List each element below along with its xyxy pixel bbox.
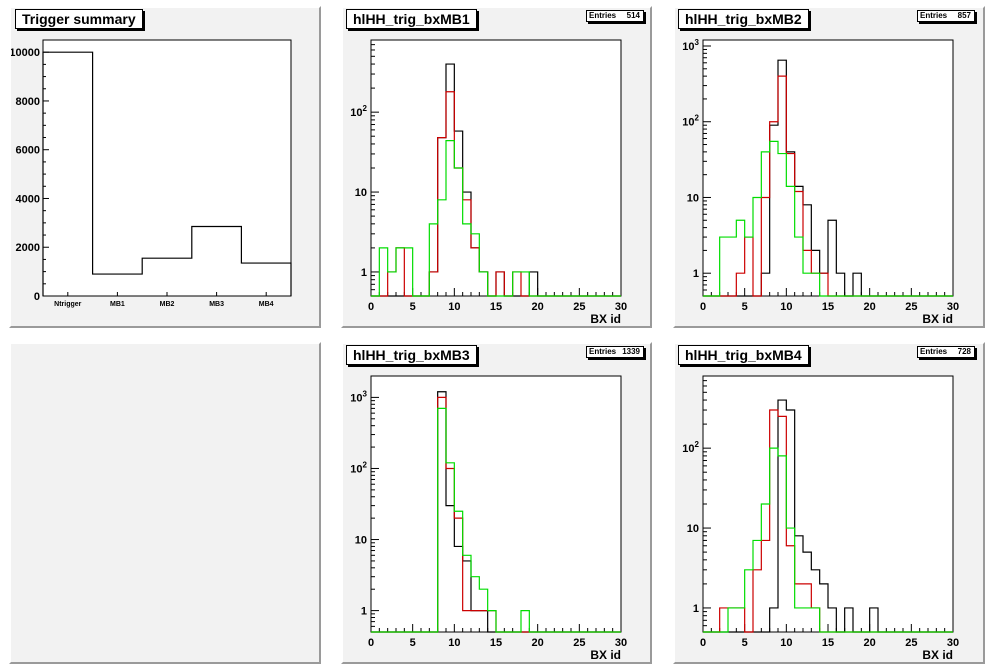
bar-outline (42, 51, 292, 296)
plot-frame (370, 39, 622, 297)
pad-bx-mb3: 1 10 102 103 0 5 10 15 20 25 30 BX id hlHH_trig_bxM… (341, 342, 652, 664)
y-tick-label: 8000 (16, 96, 40, 108)
x-category-label: MB1 (110, 301, 125, 308)
x-tick-label: 0 (700, 637, 706, 649)
chart-title: hlHH_trig_bxMB3 (346, 345, 477, 365)
chart-title: hlHH_trig_bxMB2 (678, 9, 809, 29)
x-tick-label: 25 (905, 637, 917, 649)
x-axis-label: BX id (590, 648, 621, 662)
x-category-label: MB2 (160, 301, 175, 308)
chart-title: hlHH_trig_bxMB4 (678, 345, 809, 365)
y-tick-label: 102 (350, 460, 367, 475)
stats-box: Entries 514 (586, 10, 644, 22)
x-tick-label: 30 (615, 301, 627, 313)
x-tick-label: 15 (490, 301, 502, 313)
x-tick-label: 10 (448, 301, 460, 313)
x-tick-label: 5 (410, 637, 416, 649)
stats-box: Entries 1339 (586, 346, 644, 358)
y-tick-label: 6000 (16, 145, 40, 157)
pad-empty (9, 342, 321, 664)
histogram-series-2 (371, 407, 621, 633)
x-tick-label: 10 (448, 637, 460, 649)
pad-bx-mb4: 1 10 102 0 5 10 15 20 25 30 BX id hlHH_trig_bxMB4 … (673, 342, 985, 664)
stats-label: Entries (589, 347, 617, 356)
x-tick-label: 5 (410, 301, 416, 313)
stats-value: 1339 (622, 347, 640, 356)
x-tick-label: 0 (368, 637, 374, 649)
x-axis-label: BX id (922, 312, 953, 326)
histogram-series-2 (703, 447, 953, 633)
y-tick-label: 10 (687, 192, 699, 204)
chart-title: Trigger summary (15, 9, 143, 29)
x-tick-label: 20 (532, 637, 544, 649)
pad-bx-mb2: 1 10 102 103 0 5 10 15 20 25 30 BX id hlHH_trig_bxM… (673, 6, 985, 328)
stats-value: 728 (957, 347, 971, 356)
y-tick-label: 1 (361, 606, 367, 618)
y-tick-label: 1 (693, 603, 699, 615)
stats-label: Entries (589, 11, 617, 20)
x-category-label: Ntrigger (54, 301, 82, 308)
stats-box: Entries 857 (917, 10, 975, 22)
y-tick-label: 10 (687, 523, 699, 535)
x-tick-label: 15 (822, 301, 834, 313)
x-category-label: MB3 (209, 301, 224, 308)
x-tick-label: 20 (532, 301, 544, 313)
y-tick-label: 10 (355, 187, 367, 199)
x-tick-label: 25 (573, 637, 585, 649)
stats-value: 857 (957, 11, 971, 20)
y-tick-label: 0 (34, 291, 40, 303)
y-tick-label: 103 (350, 389, 367, 404)
x-axis-label: BX id (590, 312, 621, 326)
x-tick-label: 15 (822, 637, 834, 649)
x-tick-label: 30 (947, 301, 959, 313)
x-tick-label: 5 (742, 637, 748, 649)
y-tick-label: 102 (682, 440, 699, 455)
x-tick-label: 15 (490, 637, 502, 649)
x-tick-label: 30 (615, 637, 627, 649)
y-tick-label: 102 (350, 104, 367, 119)
y-tick-label: 4000 (16, 193, 40, 205)
plot-frame (370, 375, 622, 633)
x-tick-label: 10 (780, 301, 792, 313)
chart-title: hlHH_trig_bxMB1 (346, 9, 477, 29)
x-tick-label: 20 (864, 301, 876, 313)
stats-label: Entries (920, 347, 948, 356)
y-tick-label: 1 (693, 268, 699, 280)
pad-trigger-summary: 0 2000 4000 6000 8000 10000 Ntrigger MB1 MB2 MB3 M… (9, 6, 321, 328)
y-tick-label: 103 (682, 38, 699, 53)
y-tick-label: 10000 (11, 47, 40, 59)
y-tick-label: 1 (361, 267, 367, 279)
trigger-summary-plot: 0 2000 4000 6000 8000 10000 Ntrigger MB1 MB2 MB3 M… (11, 39, 292, 308)
y-tick-label: 102 (682, 114, 699, 129)
x-tick-label: 25 (573, 301, 585, 313)
x-category-label: MB4 (259, 301, 274, 308)
pad-bx-mb1: 1 10 102 0 5 10 15 20 25 30 BX id hlHH_trig_bxMB1 … (341, 6, 652, 328)
stats-box: Entries 728 (917, 346, 975, 358)
x-tick-label: 10 (780, 637, 792, 649)
plot-frame (42, 39, 292, 297)
x-tick-label: 5 (742, 301, 748, 313)
stats-value: 514 (626, 11, 640, 20)
stats-label: Entries (920, 11, 948, 20)
histogram-series-2 (703, 140, 953, 297)
y-tick-label: 2000 (16, 242, 40, 254)
x-tick-label: 20 (864, 637, 876, 649)
x-axis-label: BX id (922, 648, 953, 662)
x-tick-label: 0 (368, 301, 374, 313)
histogram-series-2 (371, 140, 621, 297)
x-tick-label: 25 (905, 301, 917, 313)
y-tick-label: 10 (355, 535, 367, 547)
x-tick-label: 30 (947, 637, 959, 649)
x-tick-label: 0 (700, 301, 706, 313)
